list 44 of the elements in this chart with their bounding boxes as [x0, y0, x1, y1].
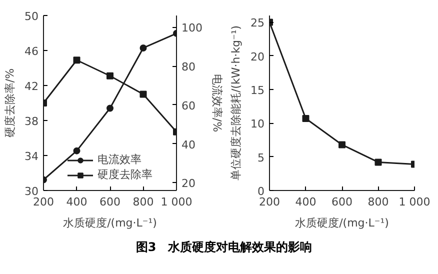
y-tick-label: 25 [250, 16, 265, 30]
y2-axis-title: 电流效率/% [210, 74, 224, 132]
y2-tick-label: 100 [182, 22, 202, 35]
legend-label: 硬度去除率 [98, 167, 152, 182]
y2-tick-label: 60 [182, 99, 196, 112]
y-tick-label: 46 [24, 45, 39, 58]
point [73, 56, 80, 64]
legend-label: 电流效率 [98, 152, 142, 167]
point [106, 72, 114, 80]
y-axis-title: 硬度去除率/% [4, 68, 17, 138]
y-tick-label: 38 [24, 115, 39, 128]
y-tick-label: 20 [250, 50, 265, 64]
y2-tick-label: 80 [182, 60, 196, 74]
x-tick-label: 600 [100, 196, 120, 208]
point [73, 147, 80, 154]
y-tick-label: 10 [250, 118, 265, 131]
point [140, 90, 147, 98]
y-tick-label: 42 [24, 80, 39, 93]
x-tick-label: 200 [33, 196, 54, 208]
point [338, 141, 346, 148]
x-tick-label: 600 [332, 196, 352, 208]
y2-tick-label: 40 [182, 138, 196, 152]
y-tick-label: 34 [24, 150, 39, 163]
x-tick-label: 400 [66, 196, 88, 208]
x-tick-label: 200 [259, 196, 280, 208]
point [106, 104, 114, 112]
x-tick-label: 800 [368, 196, 389, 208]
x-axis-title: 水质硬度/(mg·L⁻¹) [63, 216, 157, 230]
y-tick-label: 50 [24, 10, 39, 23]
y-tick-label: 30 [24, 185, 39, 198]
point [140, 44, 147, 52]
y-axis-title: 单位硬度去除能耗/(kW·h·kg⁻¹) [230, 25, 243, 181]
y2-tick-label: 20 [182, 177, 196, 190]
x-axis-title: 水质硬度/(mg·L⁻¹) [295, 216, 389, 230]
y-tick-label: 15 [250, 84, 265, 98]
x-tick-label: 400 [295, 196, 316, 208]
point [302, 114, 310, 122]
y-tick-label: 0 [258, 185, 264, 198]
x-tick-label: 1 000 [398, 196, 430, 208]
x-tick-label: 1 000 [160, 196, 192, 208]
x-tick-label: 800 [132, 196, 154, 208]
point [374, 158, 382, 166]
y-tick-label: 5 [258, 151, 264, 164]
caption: 图3 水质硬度对电解效果的影响 [136, 239, 312, 256]
